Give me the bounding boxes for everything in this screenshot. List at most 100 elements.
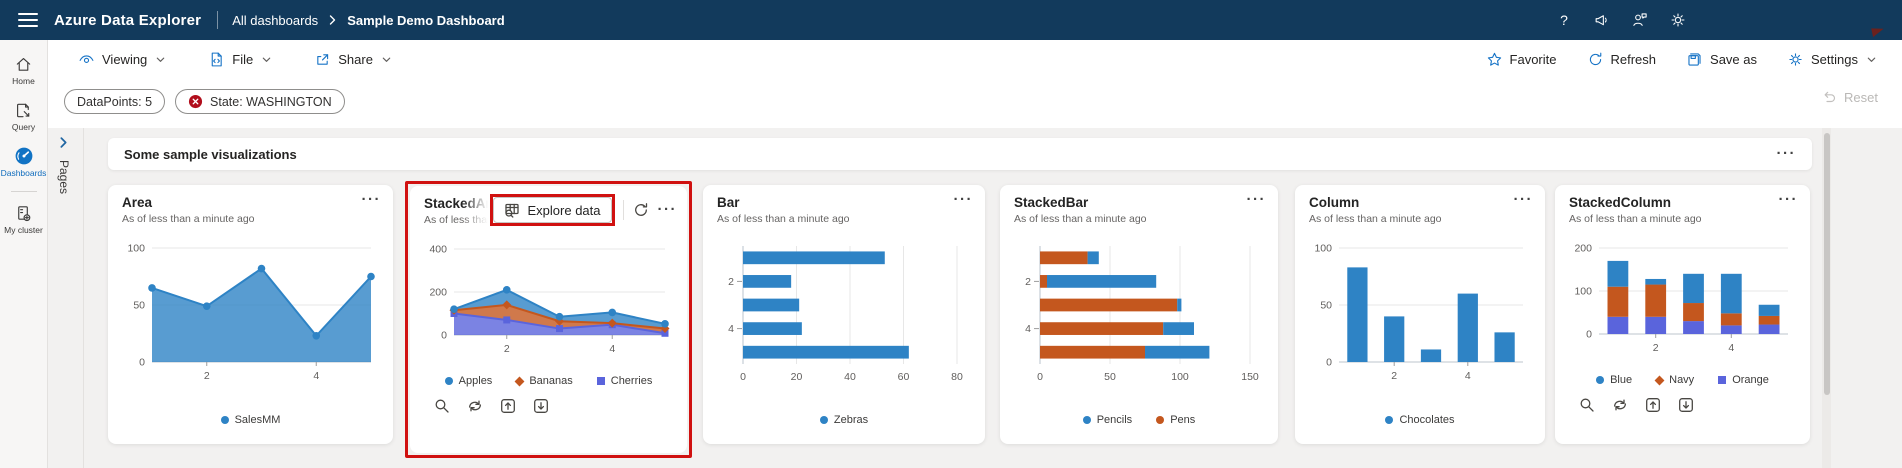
pages-panel-label: Pages bbox=[57, 160, 71, 195]
explore-data-label: Explore data bbox=[527, 202, 601, 218]
svg-text:50: 50 bbox=[1320, 300, 1332, 312]
tile-more-button[interactable]: ··· bbox=[1513, 191, 1533, 208]
settings-gear-button[interactable] bbox=[1666, 8, 1690, 32]
hamburger-menu-button[interactable] bbox=[18, 13, 38, 27]
arrow-up-box-button[interactable] bbox=[1644, 396, 1662, 414]
refresh-tile-button[interactable] bbox=[632, 201, 650, 219]
chevron-down-icon bbox=[1867, 57, 1876, 62]
scrollbar-thumb[interactable] bbox=[1823, 133, 1830, 395]
explore-data-button[interactable]: Explore data bbox=[492, 197, 612, 223]
circle-marker-icon bbox=[1596, 376, 1605, 384]
circle-marker-icon bbox=[1082, 416, 1091, 424]
clear-filter-icon[interactable] bbox=[188, 94, 203, 109]
tile-title: StackedBar bbox=[1014, 195, 1089, 210]
filter-pill-datapoints[interactable]: DataPoints: 5 bbox=[64, 89, 166, 114]
diamond-marker-icon bbox=[514, 376, 525, 386]
arrow-down-box-button[interactable] bbox=[532, 397, 550, 415]
tile-subtitle: As of less than a minute ago bbox=[1309, 213, 1442, 225]
svg-text:0: 0 bbox=[1586, 329, 1592, 341]
sidebar-item-home[interactable]: Home bbox=[0, 48, 48, 92]
user-feedback-button[interactable] bbox=[1628, 8, 1652, 32]
undo-icon bbox=[1824, 91, 1836, 103]
help-button[interactable]: ? bbox=[1552, 8, 1576, 32]
legend-label: Blue bbox=[1610, 374, 1633, 386]
search-button[interactable] bbox=[1578, 396, 1596, 414]
chart-column: 0 50 100 2 4 bbox=[1314, 243, 1523, 382]
expand-pages-button[interactable] bbox=[57, 136, 73, 152]
viewing-mode-button[interactable]: Viewing bbox=[78, 51, 166, 68]
save-as-button[interactable]: Save as bbox=[1686, 51, 1757, 68]
search-icon bbox=[1580, 398, 1594, 412]
svg-text:2: 2 bbox=[1391, 370, 1397, 382]
circle-marker-icon bbox=[819, 416, 828, 424]
svg-text:2: 2 bbox=[728, 276, 734, 288]
svg-text:400: 400 bbox=[429, 244, 447, 256]
feedback-megaphone-button[interactable] bbox=[1590, 8, 1614, 32]
file-menu-button[interactable]: File bbox=[208, 51, 272, 68]
cycle-icon bbox=[468, 400, 482, 412]
legend-item: Bananas bbox=[514, 375, 573, 387]
svg-text:100: 100 bbox=[1574, 286, 1592, 298]
svg-text:4: 4 bbox=[1025, 323, 1031, 335]
search-button[interactable] bbox=[433, 397, 451, 415]
divider bbox=[622, 200, 624, 220]
topbar-action-icons: ? bbox=[1552, 0, 1690, 40]
svg-text:0: 0 bbox=[740, 371, 746, 383]
tile-more-button[interactable]: ··· bbox=[361, 191, 381, 208]
svg-text:50: 50 bbox=[1104, 371, 1116, 383]
cycle-button[interactable] bbox=[1611, 396, 1629, 414]
mouse-cursor bbox=[1871, 25, 1885, 38]
chart-bar: 0 20 40 60 80 2 4 bbox=[728, 246, 963, 383]
top-app-bar: Azure Data Explorer All dashboards Sampl… bbox=[0, 0, 1902, 40]
sidebar-item-query[interactable]: Query bbox=[0, 94, 48, 138]
chart-stacked-bar: 0 50 100 150 2 4 bbox=[1025, 246, 1259, 383]
svg-text:50: 50 bbox=[133, 300, 145, 312]
section-more-button[interactable]: ··· bbox=[1776, 145, 1796, 162]
share-icon bbox=[317, 53, 329, 65]
reset-filters-button[interactable]: Reset bbox=[1822, 90, 1878, 105]
filter-bar: DataPoints: 5 State: WASHINGTON Reset bbox=[0, 78, 1902, 128]
refresh-icon bbox=[1589, 52, 1601, 65]
svg-text:4: 4 bbox=[313, 370, 319, 382]
tile-more-button[interactable]: ··· bbox=[953, 191, 973, 208]
favorite-button[interactable]: Favorite bbox=[1486, 51, 1557, 68]
breadcrumb-all-dashboards[interactable]: All dashboards bbox=[232, 12, 319, 28]
tile-more-button[interactable]: ··· bbox=[1246, 191, 1266, 208]
vertical-scrollbar[interactable] bbox=[1822, 128, 1831, 468]
star-icon bbox=[1487, 52, 1501, 66]
legend: Zebras bbox=[717, 414, 971, 434]
megaphone-icon bbox=[1595, 15, 1607, 26]
tile-stackedbar: StackedBar As of less than a minute ago ··… bbox=[1000, 185, 1278, 444]
share-menu-button[interactable]: Share bbox=[314, 51, 392, 68]
sidebar-item-dashboards[interactable]: Dashboards bbox=[0, 140, 48, 184]
filter-pill-state[interactable]: State: WASHINGTON bbox=[175, 89, 345, 114]
svg-text:2: 2 bbox=[1025, 276, 1031, 288]
arrow-down-box-icon bbox=[1679, 398, 1693, 412]
tile-header: Area As of less than a minute ago bbox=[122, 195, 379, 225]
chevron-down-icon bbox=[382, 57, 391, 62]
command-bar-right-group: Favorite Refresh Save as Settings bbox=[1486, 40, 1877, 78]
sidebar-item-my-cluster[interactable]: My cluster bbox=[0, 197, 48, 241]
tile-hover-controls: Explore data ··· bbox=[461, 192, 679, 228]
svg-text:4: 4 bbox=[609, 343, 615, 355]
tile-more-button[interactable]: ··· bbox=[657, 201, 677, 218]
tile-header: Column As of less than a minute ago bbox=[1309, 195, 1531, 225]
arrow-down-box-button[interactable] bbox=[1677, 396, 1695, 414]
svg-text:0: 0 bbox=[1037, 371, 1043, 383]
tile-bar: Bar As of less than a minute ago ··· 0 20 40 6… bbox=[703, 185, 985, 444]
dashboard-settings-button[interactable]: Settings bbox=[1787, 51, 1877, 68]
breadcrumb: All dashboards Sample Demo Dashboard bbox=[232, 13, 505, 28]
chart-area: 0 50 100 2 4 bbox=[127, 243, 375, 382]
left-navigation: Home Query Dashboards My cluster bbox=[0, 40, 48, 468]
circle-marker-icon bbox=[444, 377, 453, 385]
arrow-up-box-button[interactable] bbox=[499, 397, 517, 415]
svg-text:40: 40 bbox=[844, 371, 856, 383]
arrow-down-box-icon bbox=[534, 399, 548, 413]
diamond-marker-icon bbox=[1654, 375, 1665, 385]
tile-toolbar bbox=[433, 397, 673, 415]
annotation-highlight-explore: Explore data bbox=[489, 194, 615, 226]
cycle-button[interactable] bbox=[466, 397, 484, 415]
tile-more-button[interactable]: ··· bbox=[1778, 191, 1798, 208]
refresh-button[interactable]: Refresh bbox=[1587, 51, 1656, 68]
legend-item: Blue bbox=[1596, 374, 1632, 386]
